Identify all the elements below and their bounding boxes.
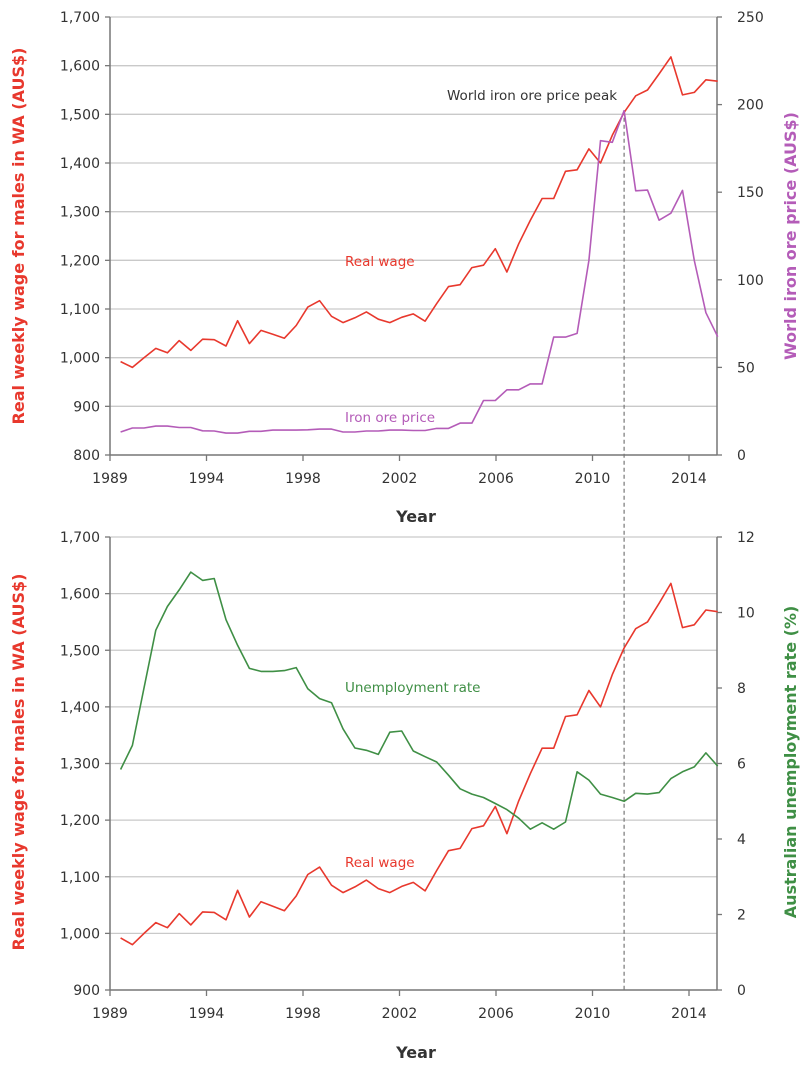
top-left-tick-label: 1,100 (60, 302, 100, 318)
top-x-tick-label: 2006 (478, 471, 514, 487)
bottom-right-tick-label: 4 (737, 832, 746, 848)
bottom-x-tick-label: 1998 (285, 1006, 321, 1022)
bottom-x-tick-label: 2002 (382, 1006, 418, 1022)
bottom-left-tick-label: 900 (73, 983, 100, 999)
bottom-right-tick-label: 12 (737, 530, 755, 546)
top-left-tick-label: 1,200 (60, 253, 100, 269)
top-right-tick-label: 0 (737, 448, 746, 464)
bottom-y-right-title: Australian unemployment rate (%) (781, 606, 800, 919)
bottom-left-tick-label: 1,600 (60, 587, 100, 603)
top-x-tick-label: 2002 (382, 471, 418, 487)
top-left-tick-label: 1,500 (60, 107, 100, 123)
top-left-tick-label: 1,000 (60, 351, 100, 367)
top-right-tick-label: 250 (737, 10, 764, 26)
top-right-tick-label: 200 (737, 98, 764, 114)
top-x-tick-label: 1989 (92, 471, 128, 487)
bottom-y-left-title: Real weekly wage for males in WA (AUS$) (9, 574, 28, 951)
top-left-tick-label: 1,300 (60, 205, 100, 221)
top-right-tick-label: 100 (737, 273, 764, 289)
top-x-tick-label: 1994 (189, 471, 225, 487)
top-left-tick-label: 800 (73, 448, 100, 464)
top-left-tick-label: 1,700 (60, 10, 100, 26)
bottom-right-tick-label: 2 (737, 908, 746, 924)
label-real-wage-top: Real wage (345, 254, 415, 270)
bottom-series-unemployment-rate (119, 571, 719, 831)
bottom-right-tick-label: 6 (737, 757, 746, 773)
bottom-x-tick-label: 2014 (671, 1006, 707, 1022)
top-y-right-title: World iron ore price (AUS$) (781, 112, 800, 360)
label-unemployment-rate: Unemployment rate (345, 680, 480, 696)
bottom-left-tick-label: 1,100 (60, 870, 100, 886)
bottom-left-tick-label: 1,300 (60, 757, 100, 773)
top-right-tick-label: 150 (737, 185, 764, 201)
top-left-tick-label: 900 (73, 399, 100, 415)
top-left-tick-label: 1,600 (60, 59, 100, 75)
top-x-title: Year (395, 507, 436, 526)
top-series-real-wage (120, 56, 718, 369)
bottom-right-tick-label: 8 (737, 681, 746, 697)
label-iron-ore-price: Iron ore price (345, 410, 435, 426)
top-right-tick-label: 50 (737, 360, 755, 376)
top-x-tick-label: 2014 (671, 471, 707, 487)
bottom-left-tick-label: 1,200 (60, 813, 100, 829)
label-real-wage-bottom: Real wage (345, 855, 415, 871)
bottom-left-tick-label: 1,700 (60, 530, 100, 546)
bottom-series-real-wage (120, 582, 718, 946)
annotation-peak: World iron ore price peak (447, 88, 617, 104)
bottom-x-title: Year (395, 1043, 436, 1062)
bottom-left-tick-label: 1,500 (60, 643, 100, 659)
bottom-x-tick-label: 2006 (478, 1006, 514, 1022)
bottom-x-tick-label: 2010 (575, 1006, 611, 1022)
top-x-tick-label: 1998 (285, 471, 321, 487)
top-left-tick-label: 1,400 (60, 156, 100, 172)
bottom-x-tick-label: 1994 (189, 1006, 225, 1022)
bottom-right-tick-label: 0 (737, 983, 746, 999)
top-x-tick-label: 2010 (575, 471, 611, 487)
bottom-x-tick-label: 1989 (92, 1006, 128, 1022)
top-y-left-title: Real weekly wage for males in WA (AUS$) (9, 48, 28, 425)
bottom-left-tick-label: 1,000 (60, 926, 100, 942)
top-series-iron-ore-price (120, 109, 719, 434)
bottom-left-tick-label: 1,400 (60, 700, 100, 716)
bottom-right-tick-label: 10 (737, 606, 755, 622)
